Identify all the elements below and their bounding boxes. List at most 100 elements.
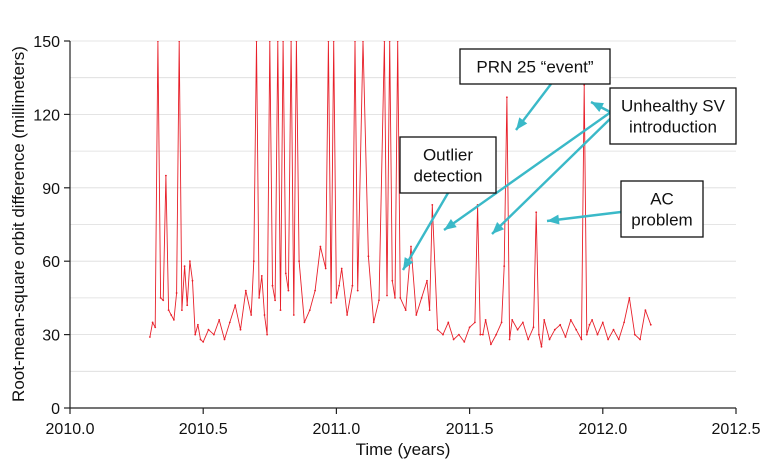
- data-point: [290, 41, 292, 42]
- data-point: [386, 294, 388, 297]
- data-point: [601, 321, 604, 324]
- y-tick-label: 30: [42, 328, 60, 345]
- data-point: [250, 314, 253, 316]
- data-point: [391, 279, 394, 282]
- data-point: [522, 321, 524, 324]
- annotation-text: problem: [631, 211, 692, 230]
- data-point: [628, 297, 631, 299]
- annotation-box: AC problem: [620, 180, 704, 238]
- data-point: [186, 304, 189, 307]
- x-tick-label: 2010.5: [179, 421, 228, 438]
- data-point: [295, 41, 298, 42]
- data-point: [596, 333, 599, 336]
- data-point: [612, 328, 615, 331]
- data-point: [506, 96, 508, 99]
- data-point: [191, 279, 194, 282]
- annotation-box: PRN 25 “event”: [459, 48, 611, 85]
- data-point: [511, 319, 514, 321]
- annotation-box: Unhealthy SV introduction: [609, 87, 737, 145]
- arrowhead: [547, 214, 560, 225]
- data-point: [548, 338, 551, 341]
- x-tick-label: 2011.0: [313, 421, 361, 438]
- arrowhead: [492, 222, 505, 234]
- data-point: [639, 338, 641, 341]
- data-point: [335, 297, 338, 299]
- data-point: [415, 314, 418, 316]
- data-point: [362, 41, 364, 42]
- annotation-arrow: [443, 111, 612, 231]
- data-point: [338, 284, 340, 287]
- data-point: [452, 338, 455, 341]
- x-tick-label: 2012.5: [712, 421, 761, 438]
- data-point: [553, 328, 556, 331]
- data-point: [588, 323, 591, 326]
- data-point: [252, 260, 255, 263]
- data-point: [482, 333, 484, 336]
- data-point: [495, 333, 498, 336]
- data-point: [468, 326, 471, 329]
- data-point: [218, 319, 221, 321]
- x-tick-label: 2012.0: [578, 421, 627, 438]
- data-point: [199, 338, 202, 341]
- data-point: [175, 292, 178, 294]
- data-point: [346, 314, 348, 316]
- data-point: [447, 321, 450, 324]
- data-point: [308, 309, 311, 311]
- data-point: [649, 323, 652, 326]
- annotation-text: Outlier: [423, 146, 473, 165]
- data-point: [255, 41, 258, 42]
- x-tick-label: 2011.5: [446, 421, 494, 438]
- y-tick-label: 60: [42, 254, 60, 271]
- data-point: [580, 338, 583, 341]
- data-point: [428, 309, 431, 311]
- data-point: [292, 314, 295, 316]
- data-point: [167, 309, 170, 311]
- data-point: [569, 319, 572, 321]
- data-point: [234, 304, 237, 307]
- data-point: [276, 41, 279, 42]
- annotation-text: introduction: [629, 118, 717, 137]
- annotation-frame: [459, 48, 611, 85]
- data-point: [500, 321, 503, 324]
- data-point: [223, 338, 226, 341]
- data-point: [388, 41, 391, 42]
- data-point: [244, 289, 247, 292]
- annotation-frame: [620, 180, 704, 238]
- annotation-arrow: [546, 210, 622, 223]
- data-point: [394, 297, 396, 299]
- annotation-text: AC: [650, 190, 674, 209]
- data-point: [404, 309, 407, 311]
- data-point: [287, 289, 290, 292]
- annotation-arrows: [401, 83, 622, 271]
- y-tick-labels: 0 30 60 90 120 150: [33, 34, 70, 418]
- annotation-frame: [399, 136, 497, 194]
- data-point: [279, 309, 282, 311]
- data-point: [484, 319, 487, 321]
- data-point: [540, 345, 543, 348]
- annotation-arrow: [401, 192, 450, 271]
- data-point: [474, 321, 476, 324]
- data-point: [591, 319, 593, 321]
- data-point: [410, 245, 412, 248]
- x-tick-labels: 2010.0 2010.5 2011.0 2011.5 2012.0 2012.5: [46, 408, 761, 438]
- data-point: [607, 338, 609, 341]
- data-point: [181, 309, 183, 311]
- data-point: [535, 211, 538, 214]
- data-point: [527, 338, 530, 341]
- data-point: [202, 341, 205, 343]
- data-point: [207, 328, 210, 331]
- annotation-box: Outlier detection: [399, 136, 497, 194]
- data-point: [314, 289, 316, 292]
- data-point: [356, 289, 359, 292]
- data-point: [170, 314, 173, 316]
- data-point: [644, 309, 647, 311]
- annotation-text: PRN 25 “event”: [476, 58, 593, 77]
- data-point: [463, 341, 466, 343]
- annotations: PRN 25 “event” Unhealthy SV introduction Ou…: [399, 48, 737, 238]
- data-point: [274, 299, 276, 302]
- data-point: [383, 41, 386, 42]
- data-point: [503, 265, 506, 267]
- data-point: [564, 336, 567, 338]
- data-point: [330, 301, 332, 304]
